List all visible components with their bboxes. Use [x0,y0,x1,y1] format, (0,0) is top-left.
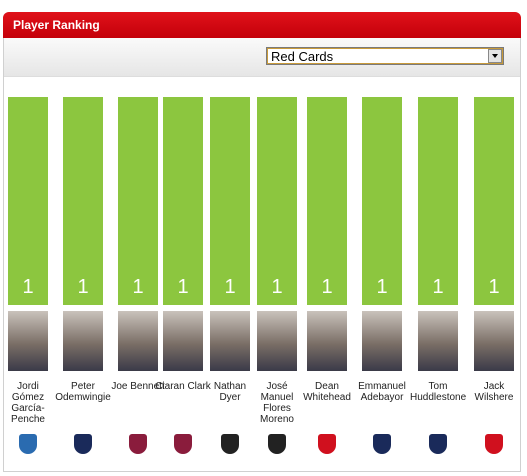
player-name: Joe Bennett [111,381,165,392]
bar [118,97,158,305]
player-photo [257,311,297,371]
club-badge [268,434,286,454]
toolbar: Red Cards [4,38,520,77]
player-photo [362,311,402,371]
bar [362,97,402,305]
dropdown-value: Red Cards [271,49,334,64]
player-photo [163,311,203,371]
club-badge [373,434,391,454]
club-badge [74,434,92,454]
player-name: Nathan Dyer [213,381,247,403]
player-name: Ciaran Clark [155,381,211,392]
widget-title: Player Ranking [13,18,100,32]
player-name: Emmanuel Adebayor [358,381,406,403]
bar [8,97,48,305]
player-name: Dean Whitehead [303,381,351,403]
bar [257,97,297,305]
dropdown-arrow[interactable] [488,49,502,63]
value-label: 1 [132,276,144,298]
player-name: Tom Huddlestone [410,381,467,403]
club-badge [174,434,192,454]
club-badge [485,434,503,454]
stat-dropdown[interactable]: Red Cards [266,47,504,65]
player-photo [418,311,458,371]
player-photo [474,311,514,371]
player-photo [307,311,347,371]
value-label: 1 [177,276,189,298]
player-name: Jack Wilshere [474,381,514,403]
value-label: 1 [22,276,34,298]
bar [418,97,458,305]
bar [474,97,514,305]
player-name: Peter Odemwingie [55,381,111,403]
header: Player Ranking [3,12,521,38]
value-label: 1 [321,276,333,298]
club-badge [221,434,239,454]
bar [307,97,347,305]
bar [63,97,103,305]
value-label: 1 [224,276,236,298]
player-photo [63,311,103,371]
value-label: 1 [271,276,283,298]
player-name: Jordi Gómez García-Penche [11,381,45,425]
bar [163,97,203,305]
player-photo [118,311,158,371]
bar [210,97,250,305]
value-label: 1 [432,276,444,298]
club-badge [19,434,37,454]
player-name: José Manuel Flores Moreno [260,381,294,425]
club-badge [129,434,147,454]
value-label: 1 [488,276,500,298]
club-badge [318,434,336,454]
value-label: 1 [376,276,388,298]
value-label: 1 [77,276,89,298]
player-photo [8,311,48,371]
player-photo [210,311,250,371]
club-badge [429,434,447,454]
